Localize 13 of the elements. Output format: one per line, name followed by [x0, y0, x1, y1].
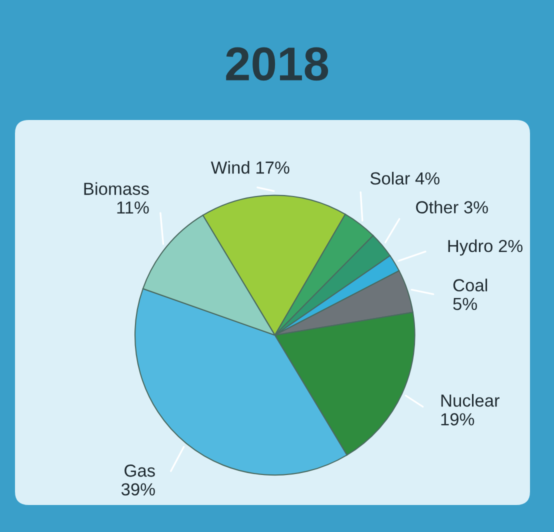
slice-label: Nuclear: [441, 394, 500, 407]
chart-title: 2018: [226, 47, 328, 81]
data-label: 11%: [117, 201, 149, 214]
data-label: 39%: [121, 483, 155, 496]
data-label: 19%: [441, 413, 474, 426]
slice-label: Other 3%: [416, 200, 488, 214]
slice-label: Gas: [124, 464, 155, 477]
slice-label: Hydro 2%: [448, 239, 523, 256]
slice-label: Coal: [453, 278, 488, 292]
data-label: 5%: [453, 298, 477, 310]
slice-label: Biomass: [84, 182, 149, 195]
slice-label: Solar 4%: [370, 172, 440, 185]
slice-label: Wind 17%: [210, 161, 290, 174]
